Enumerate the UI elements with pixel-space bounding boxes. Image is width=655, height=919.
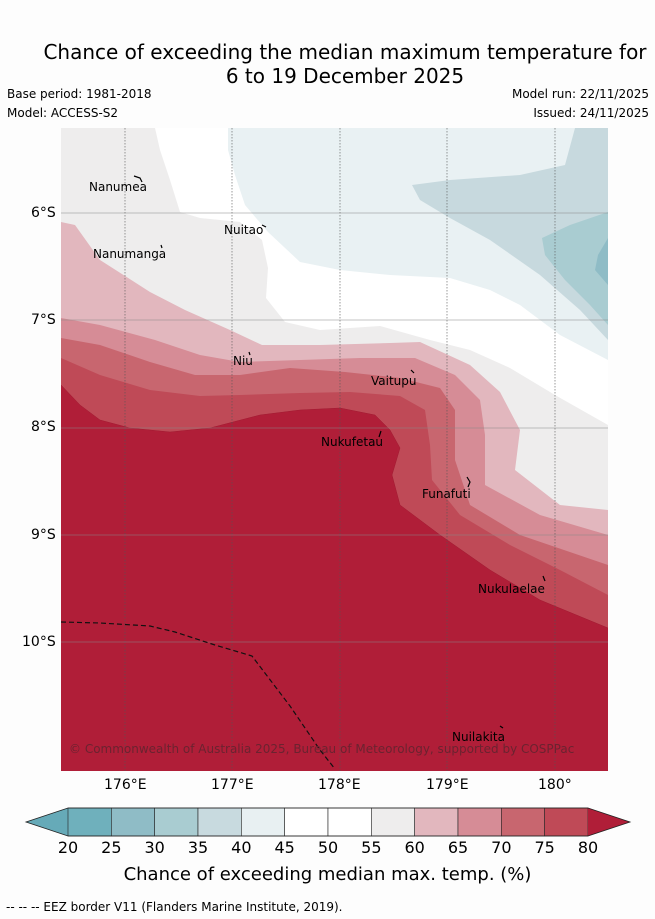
place-label-nanumanga: Nanumanga <box>93 247 167 261</box>
colorbar-cell-65-70 <box>457 807 502 837</box>
island-marks <box>133 175 546 729</box>
colorbar-tick-45: 45 <box>274 838 294 857</box>
colorbar-cell-45-50 <box>284 807 329 837</box>
lon-label-177e: 177°E <box>211 777 254 793</box>
band-25-30 <box>595 238 608 285</box>
place-label-nuitao: Nuitao <box>224 223 264 237</box>
model-run: Model run: 22/11/2025 <box>511 87 649 101</box>
colorbar-cell-20-25 <box>67 807 112 837</box>
place-label-vaitupu: Vaitupu <box>371 374 417 388</box>
colorbar-cell-25-30 <box>111 807 155 837</box>
colorbar-cell-75-80 <box>544 807 589 837</box>
band-above-80 <box>61 385 608 771</box>
place-label-niu: Niu <box>233 354 253 368</box>
colorbar-tick-70: 70 <box>491 838 511 857</box>
place-label-nukulaelae: Nukulaelae <box>478 582 545 596</box>
colorbar-tick-65: 65 <box>448 838 468 857</box>
model-name: Model: ACCESS-S2 <box>7 106 119 120</box>
colorbar-cell-50-55 <box>327 807 372 837</box>
lon-label-178e: 178°E <box>318 777 361 793</box>
colorbar-cell-55-60 <box>371 807 415 837</box>
probability-field <box>61 128 608 771</box>
lon-label-179e: 179°E <box>426 777 469 793</box>
place-label-funafuti: Funafuti <box>422 487 471 501</box>
copyright-notice: © Commonwealth of Australia 2025, Bureau… <box>69 742 575 756</box>
lon-label-176e: 176°E <box>104 777 147 793</box>
colorbar-tick-35: 35 <box>188 838 208 857</box>
base-period: Base period: 1981-2018 <box>7 87 152 101</box>
colorbar-cell-35-40 <box>197 807 242 837</box>
colorbar: 20 25 30 35 40 45 50 55 60 65 70 75 80 <box>24 807 632 857</box>
colorbar-tick-40: 40 <box>231 838 251 857</box>
place-label-nukufetau: Nukufetau <box>321 435 384 449</box>
eez-border-line <box>61 621 336 770</box>
meridian-grid <box>124 128 556 771</box>
colorbar-cell-70-75 <box>501 807 545 837</box>
colorbar-tick-80: 80 <box>578 838 598 857</box>
place-label-nuilakita: Nuilakita <box>452 730 505 744</box>
colorbar-tick-25: 25 <box>101 838 121 857</box>
map-title-line1: Chance of exceeding the median maximum t… <box>43 40 647 64</box>
colorbar-high-arrow <box>588 808 630 836</box>
band-30-35 <box>542 212 608 325</box>
map-title-line2: 6 to 19 December 2025 <box>225 64 465 88</box>
colorbar-tick-60: 60 <box>404 838 424 857</box>
colorbar-cell-40-45 <box>241 807 285 837</box>
lat-label-8s: 8°S <box>31 419 56 435</box>
colorbar-cell-30-35 <box>154 807 199 837</box>
issued-date: Issued: 24/11/2025 <box>533 106 649 120</box>
lat-label-9s: 9°S <box>31 527 56 543</box>
colorbar-tick-75: 75 <box>534 838 554 857</box>
lat-label-7s: 7°S <box>31 312 56 328</box>
band-35-40 <box>412 128 608 340</box>
colorbar-low-arrow <box>26 808 68 836</box>
colorbar-tick-50: 50 <box>318 838 338 857</box>
eez-border-note: -- -- -- EEZ border V11 (Flanders Marine… <box>6 900 343 914</box>
colorbar-cell-60-65 <box>414 807 459 837</box>
lat-label-6s: 6°S <box>31 205 56 221</box>
colorbar-tick-30: 30 <box>144 838 164 857</box>
colorbar-label: Chance of exceeding median max. temp. (%… <box>123 864 532 885</box>
parallel-grid <box>61 212 608 643</box>
lat-label-10s: 10°S <box>22 634 56 650</box>
colorbar-tick-55: 55 <box>361 838 381 857</box>
place-label-nanumea: Nanumea <box>89 180 147 194</box>
colorbar-tick-20: 20 <box>58 838 78 857</box>
lon-label-180: 180° <box>538 777 572 793</box>
